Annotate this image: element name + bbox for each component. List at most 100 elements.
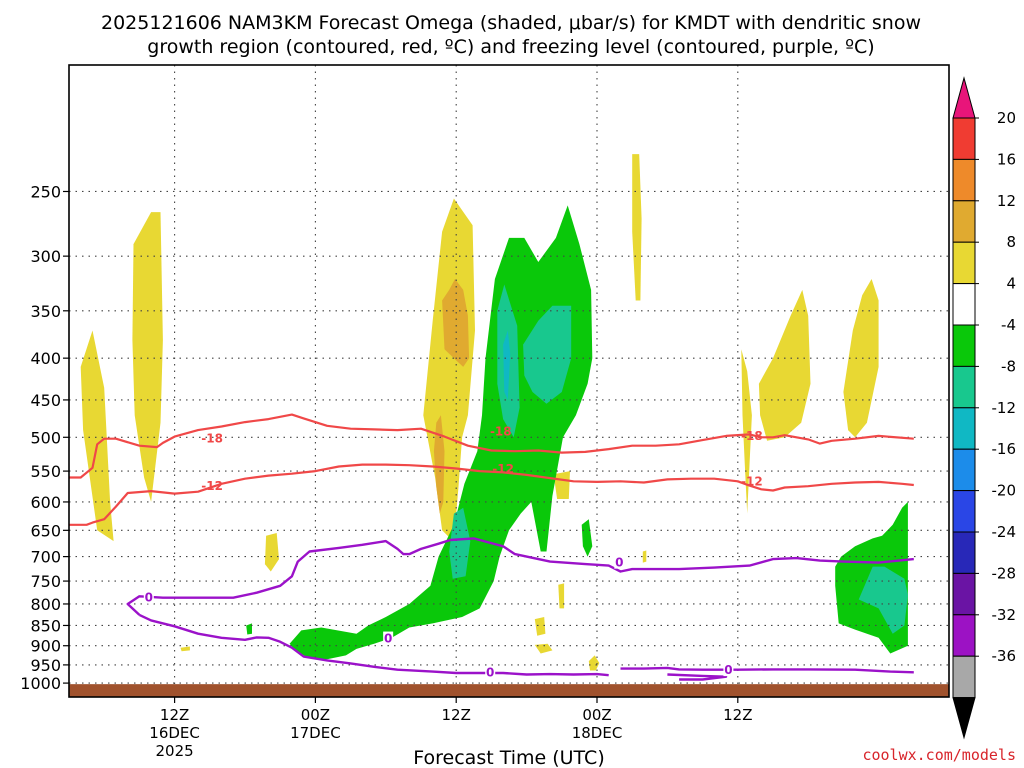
- colorbar: 20 16 12 8 4 -4 -8 -12 -16 -20 -24 -28 -32 -36: [952, 76, 1017, 740]
- fzl-label-2: 0: [486, 666, 494, 680]
- y-tick-label-300: 300: [30, 247, 61, 266]
- freezing-level-segment-2: [620, 666, 914, 674]
- omega-shading: [80, 154, 908, 671]
- omega-region-11: [534, 617, 546, 636]
- y-tick-label-650: 650: [30, 521, 61, 540]
- x-axis-label: Forecast Time (UTC): [413, 747, 604, 768]
- omega-region-13: [558, 583, 565, 609]
- colorbar-bin-13: [952, 655, 976, 699]
- y-tick-label-750: 750: [30, 572, 61, 591]
- colorbar-label-10: -24: [992, 523, 1017, 541]
- omega-region-0: [80, 330, 114, 542]
- fzl-label-1: 0: [384, 632, 392, 646]
- colorbar-label-9: -20: [992, 482, 1017, 500]
- omega-region-9: [264, 533, 279, 572]
- chart-title-line-1: 2025121606 NAM3KM Forecast Omega (shaded…: [101, 12, 921, 34]
- dgz-label-4: -12: [492, 462, 514, 476]
- omega-region-12: [534, 643, 553, 654]
- plot-frame: [68, 64, 950, 698]
- isotherm-m18: [69, 413, 914, 479]
- colorbar-label-3: 8: [1006, 233, 1016, 251]
- colorbar-label-1: 16: [997, 150, 1016, 168]
- x-tick-label-24-1: 17DEC: [290, 724, 341, 742]
- omega-region-19: [523, 305, 572, 404]
- contour-labels: -18 -18 -18 -12 -12 -12 0 0 0 0 0: [143, 425, 763, 680]
- x-tick-label-48-0: 00Z: [582, 706, 611, 724]
- y-tick-label-900: 900: [30, 637, 61, 656]
- y-tick-label-850: 850: [30, 616, 61, 635]
- omega-region-7: [758, 289, 811, 441]
- y-tick-label-600: 600: [30, 493, 61, 512]
- x-tick-label-60-0: 12Z: [723, 706, 752, 724]
- fzl-label-bg-3: [614, 555, 625, 569]
- omega-region-3: [442, 279, 470, 367]
- colorbar-bin-0: [952, 117, 976, 160]
- dgz-label-3: -12: [201, 479, 223, 493]
- colorbar-label-6: -8: [1001, 357, 1016, 375]
- colorbar-bin-1: [952, 158, 976, 202]
- colorbar-bin-8: [952, 448, 976, 492]
- colorbar-bin-4: [952, 283, 976, 326]
- fzl-label-0: 0: [145, 591, 153, 605]
- omega-region-23: [246, 623, 252, 635]
- colorbar-label-7: -12: [992, 399, 1017, 417]
- colorbar-top-arrow: [952, 76, 976, 119]
- colorbar-label-0: 20: [997, 109, 1016, 127]
- colorbar-bin-3: [952, 241, 976, 285]
- omega-region-17: [289, 205, 593, 660]
- ground-fill: [69, 684, 949, 697]
- omega-region-5: [632, 154, 642, 301]
- x-tick-label-24-0: 00Z: [301, 706, 330, 724]
- colorbar-bin-11: [952, 572, 976, 616]
- fzl-label-bg-4: [723, 663, 734, 677]
- omega-region-4: [433, 415, 445, 514]
- colorbar-label-11: -28: [992, 564, 1017, 582]
- omega-region-16: [642, 550, 647, 563]
- y-axis: 250 300 350 400 450 500 550 600 650 700 750 800 850 9…: [20, 182, 69, 693]
- omega-region-1: [132, 212, 163, 502]
- dgz-label-1: -18: [490, 425, 512, 439]
- freezing-level-segment-3: [667, 673, 728, 681]
- omega-region-25: [858, 566, 908, 634]
- colorbar-label-13: -36: [992, 647, 1017, 665]
- colorbar-label-12: -32: [992, 606, 1017, 624]
- y-tick-label-250: 250: [30, 182, 61, 201]
- omega-region-8: [843, 279, 879, 438]
- fzl-label-bg-0: [143, 590, 154, 604]
- fzl-label-3: 0: [615, 556, 623, 570]
- dgz-label-0: -18: [201, 432, 223, 446]
- x-tick-label-12-2: 2025: [156, 742, 194, 760]
- credit-text[interactable]: coolwx.com/models: [862, 746, 1016, 764]
- grid: [69, 65, 949, 697]
- y-tick-label-350: 350: [30, 302, 61, 321]
- freezing-level: [126, 537, 914, 681]
- y-tick-label-450: 450: [30, 391, 61, 410]
- freezing-level-segment-0: [126, 537, 914, 616]
- y-tick-label-550: 550: [30, 462, 61, 481]
- y-tick-label-950: 950: [30, 656, 61, 675]
- colorbar-bottom-arrow: [952, 697, 976, 740]
- freezing-level-segment-1: [138, 613, 609, 677]
- colorbar-label-2: 12: [997, 192, 1016, 210]
- y-tick-label-800: 800: [30, 595, 61, 614]
- omega-region-15: [180, 646, 190, 652]
- colorbar-bin-2: [952, 200, 976, 243]
- colorbar-bin-7: [952, 407, 976, 450]
- colorbar-bin-6: [952, 365, 976, 409]
- y-tick-label-500: 500: [30, 428, 61, 447]
- y-tick-label-400: 400: [30, 349, 61, 368]
- colorbar-bin-5: [952, 324, 976, 367]
- dgz-label-2: -18: [741, 429, 763, 443]
- colorbar-label-4: 4: [1006, 275, 1016, 293]
- colorbar-label-5: -4: [1001, 316, 1016, 334]
- isotherm-m12: [69, 463, 914, 526]
- plot-area: [69, 65, 949, 697]
- omega-region-14: [588, 655, 600, 671]
- x-tick-label-48-1: 18DEC: [572, 724, 623, 742]
- fzl-label-bg-2: [485, 665, 496, 679]
- chart-title-line-2: growth region (contoured, red, ºC) and f…: [147, 36, 874, 58]
- omega-region-21: [449, 507, 471, 579]
- fzl-label-4: 0: [724, 663, 732, 677]
